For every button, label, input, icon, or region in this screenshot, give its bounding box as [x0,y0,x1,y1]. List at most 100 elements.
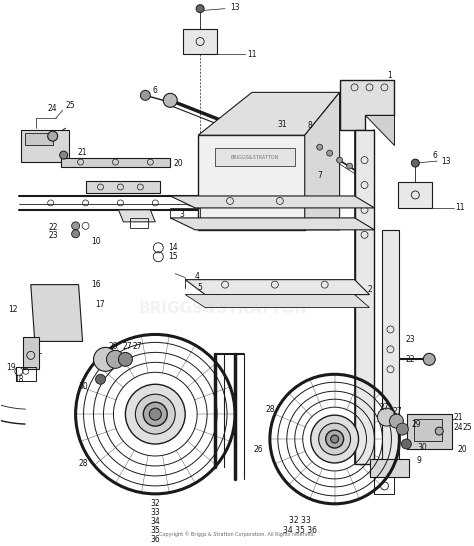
Text: 35: 35 [150,526,160,535]
Text: 21: 21 [78,147,87,157]
Circle shape [196,5,204,13]
Polygon shape [31,284,82,341]
Text: 27: 27 [123,342,132,351]
Bar [21,130,69,162]
Text: 15: 15 [168,252,178,261]
Text: 11: 11 [456,204,465,212]
Circle shape [48,131,58,141]
Bar [414,419,442,441]
Text: 22: 22 [49,223,58,233]
Polygon shape [185,295,370,307]
Circle shape [319,423,351,455]
Circle shape [346,163,353,169]
Bar [398,182,432,208]
Text: 25: 25 [66,101,75,110]
Text: 32 33: 32 33 [289,517,310,525]
Text: 18: 18 [14,375,24,384]
Circle shape [317,144,323,150]
Text: 30: 30 [79,382,89,391]
Circle shape [377,408,395,426]
Circle shape [136,394,175,434]
Circle shape [327,150,333,156]
Circle shape [72,230,80,238]
Circle shape [149,408,161,420]
Text: 13: 13 [230,3,240,12]
Polygon shape [170,196,374,208]
Text: 13: 13 [441,157,451,165]
Text: BRIGGS&STRATTON: BRIGGS&STRATTON [231,155,279,159]
Polygon shape [170,218,374,230]
Circle shape [435,427,443,435]
Text: 24: 24 [48,104,57,113]
Circle shape [390,414,403,428]
Polygon shape [198,92,339,135]
Text: 27: 27 [380,402,389,412]
Polygon shape [198,135,305,230]
Polygon shape [185,280,370,295]
Text: BRIGGS&STRATTON: BRIGGS&STRATTON [138,300,308,316]
Text: 5: 5 [198,283,202,292]
Polygon shape [370,459,410,477]
Bar [183,28,217,55]
Text: 34: 34 [150,517,160,526]
Text: 26: 26 [253,444,263,454]
Polygon shape [365,115,394,145]
Text: 29: 29 [411,420,421,429]
Circle shape [331,435,338,443]
Polygon shape [355,130,374,464]
Text: 22: 22 [406,355,415,364]
Polygon shape [23,337,39,369]
Polygon shape [339,80,394,130]
Polygon shape [407,414,452,449]
Circle shape [93,347,118,371]
Circle shape [401,439,411,449]
Bar [25,133,53,145]
Text: 32: 32 [150,499,160,508]
Text: 24: 24 [453,423,463,431]
Circle shape [118,352,132,366]
Text: 20: 20 [173,158,183,168]
Circle shape [60,151,68,159]
Text: 30: 30 [418,442,427,452]
Circle shape [326,430,344,448]
Text: 12: 12 [8,305,18,314]
Text: 6: 6 [153,86,158,95]
Text: 23: 23 [406,335,415,344]
Text: 8: 8 [307,121,312,130]
Circle shape [107,351,124,369]
Circle shape [337,157,343,163]
Circle shape [163,93,177,108]
Text: 19: 19 [6,363,16,372]
Text: 16: 16 [91,280,100,289]
Text: 17: 17 [96,300,105,309]
Text: 14: 14 [168,244,178,252]
Polygon shape [305,92,339,230]
Text: 4: 4 [195,272,200,281]
Text: 27: 27 [133,342,142,351]
Text: 27: 27 [392,407,402,416]
Circle shape [72,222,80,230]
Text: 31: 31 [277,120,287,129]
Text: 33: 33 [150,508,160,517]
Text: 34 35 36: 34 35 36 [283,526,317,535]
Circle shape [126,384,185,444]
Text: 21: 21 [454,413,463,422]
Text: 1: 1 [387,71,392,80]
Text: 6: 6 [433,151,438,159]
Polygon shape [383,230,400,464]
Polygon shape [86,181,160,193]
Circle shape [143,402,167,426]
Circle shape [311,415,358,463]
Text: 3: 3 [180,210,185,219]
Bar [215,148,295,166]
Text: 11: 11 [247,50,257,59]
Circle shape [411,159,419,167]
Text: 7: 7 [317,170,322,180]
Polygon shape [118,210,155,222]
Circle shape [96,375,106,384]
Text: 9: 9 [417,456,422,466]
Text: 20: 20 [457,444,467,454]
Text: Copyright © Briggs & Stratton Corporation. All Rights reserved.: Copyright © Briggs & Stratton Corporatio… [159,531,315,537]
Text: 23: 23 [49,232,58,240]
Text: 2: 2 [367,285,372,294]
